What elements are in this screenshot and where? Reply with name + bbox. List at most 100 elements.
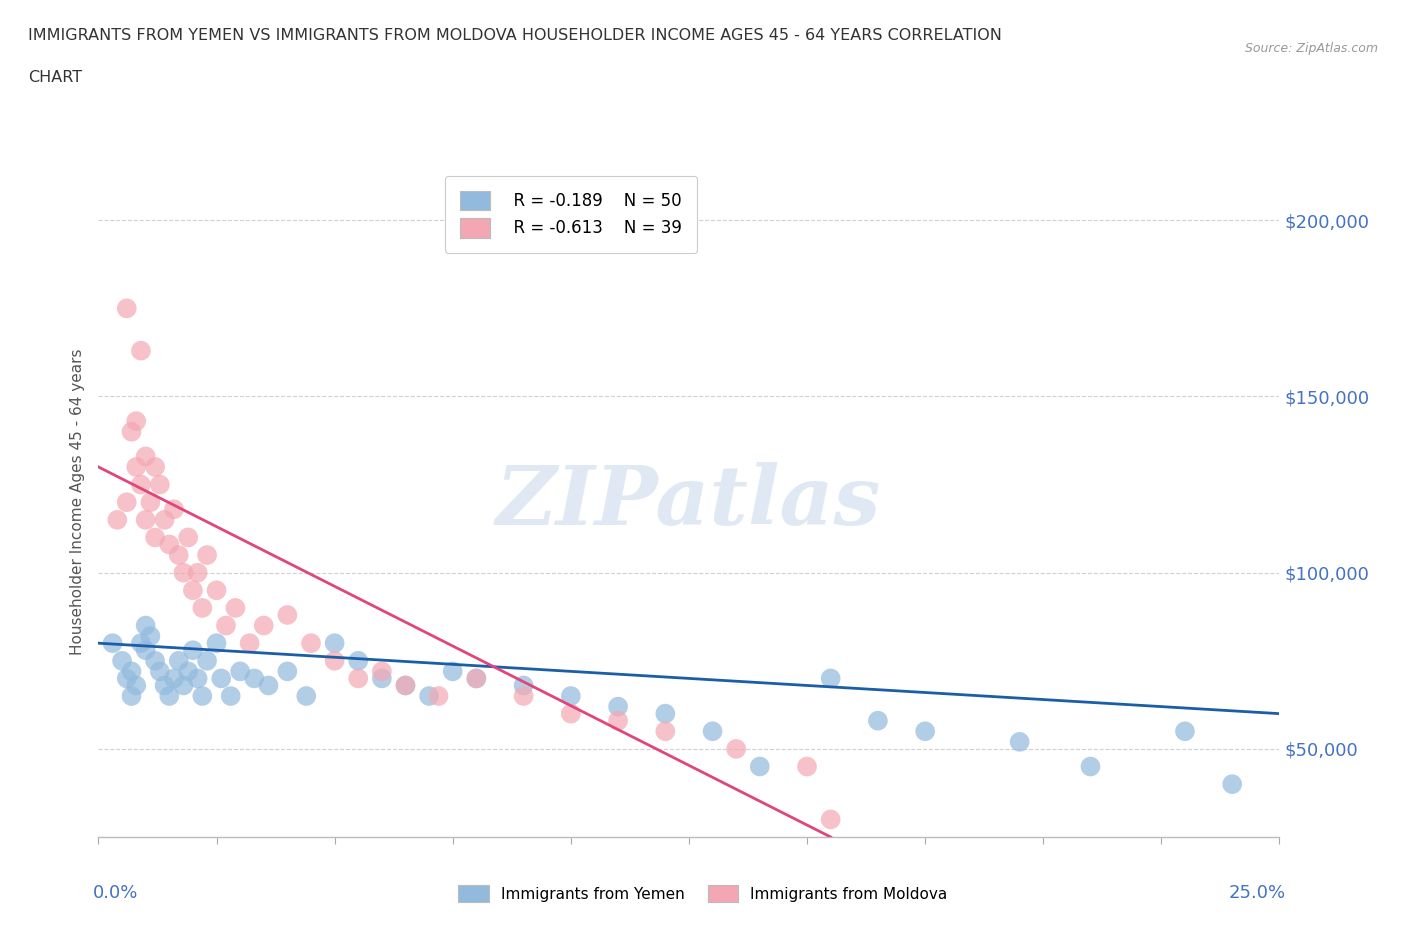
- Point: [725, 741, 748, 756]
- Point: [394, 678, 416, 693]
- Point: [607, 699, 630, 714]
- Point: [560, 688, 582, 703]
- Point: [187, 671, 209, 685]
- Point: [195, 548, 218, 563]
- Legend:   R = -0.189    N = 50,   R = -0.613    N = 39: R = -0.189 N = 50, R = -0.613 N = 39: [444, 176, 697, 253]
- Point: [181, 643, 204, 658]
- Point: [157, 537, 180, 551]
- Point: [748, 759, 770, 774]
- Point: [253, 618, 276, 633]
- Point: [177, 530, 200, 545]
- Point: [129, 343, 152, 358]
- Point: [121, 424, 143, 439]
- Point: [371, 671, 394, 685]
- Point: [866, 713, 889, 728]
- Point: [135, 643, 157, 658]
- Point: [125, 414, 148, 429]
- Point: [125, 678, 148, 693]
- Point: [143, 654, 166, 669]
- Point: [441, 664, 464, 679]
- Point: [115, 495, 138, 510]
- Point: [153, 678, 176, 693]
- Point: [125, 459, 148, 474]
- Point: [219, 688, 242, 703]
- Point: [323, 654, 346, 669]
- Point: [101, 636, 124, 651]
- Point: [191, 601, 214, 616]
- Point: [276, 607, 298, 622]
- Point: [465, 671, 488, 685]
- Text: CHART: CHART: [28, 70, 82, 85]
- Point: [702, 724, 724, 738]
- Legend: Immigrants from Yemen, Immigrants from Moldova: Immigrants from Yemen, Immigrants from M…: [453, 879, 953, 909]
- Point: [215, 618, 238, 633]
- Point: [139, 495, 162, 510]
- Point: [135, 618, 157, 633]
- Point: [607, 713, 630, 728]
- Point: [153, 512, 176, 527]
- Point: [654, 706, 676, 721]
- Point: [205, 583, 228, 598]
- Point: [257, 678, 280, 693]
- Point: [394, 678, 416, 693]
- Point: [115, 301, 138, 316]
- Point: [820, 812, 842, 827]
- Point: [512, 688, 534, 703]
- Y-axis label: Householder Income Ages 45 - 64 years: Householder Income Ages 45 - 64 years: [69, 349, 84, 656]
- Point: [239, 636, 262, 651]
- Point: [1220, 777, 1243, 791]
- Point: [205, 636, 228, 651]
- Point: [105, 512, 128, 527]
- Point: [191, 688, 214, 703]
- Point: [129, 636, 152, 651]
- Point: [371, 664, 394, 679]
- Point: [229, 664, 252, 679]
- Point: [1174, 724, 1197, 738]
- Point: [149, 664, 172, 679]
- Point: [299, 636, 322, 651]
- Point: [172, 678, 194, 693]
- Point: [224, 601, 246, 616]
- Point: [181, 583, 204, 598]
- Point: [135, 449, 157, 464]
- Point: [465, 671, 488, 685]
- Point: [121, 664, 143, 679]
- Point: [149, 477, 172, 492]
- Point: [347, 654, 370, 669]
- Text: Source: ZipAtlas.com: Source: ZipAtlas.com: [1244, 42, 1378, 55]
- Point: [157, 688, 180, 703]
- Text: 0.0%: 0.0%: [93, 884, 138, 902]
- Point: [139, 629, 162, 644]
- Point: [172, 565, 194, 580]
- Point: [111, 654, 134, 669]
- Point: [167, 654, 190, 669]
- Point: [820, 671, 842, 685]
- Point: [187, 565, 209, 580]
- Point: [143, 459, 166, 474]
- Point: [177, 664, 200, 679]
- Text: 25.0%: 25.0%: [1229, 884, 1285, 902]
- Point: [115, 671, 138, 685]
- Text: ZIPatlas: ZIPatlas: [496, 462, 882, 542]
- Point: [295, 688, 318, 703]
- Text: IMMIGRANTS FROM YEMEN VS IMMIGRANTS FROM MOLDOVA HOUSEHOLDER INCOME AGES 45 - 64: IMMIGRANTS FROM YEMEN VS IMMIGRANTS FROM…: [28, 28, 1002, 43]
- Point: [143, 530, 166, 545]
- Point: [1080, 759, 1102, 774]
- Point: [1008, 735, 1031, 750]
- Point: [654, 724, 676, 738]
- Point: [512, 678, 534, 693]
- Point: [209, 671, 232, 685]
- Point: [796, 759, 818, 774]
- Point: [323, 636, 346, 651]
- Point: [163, 671, 186, 685]
- Point: [427, 688, 450, 703]
- Point: [914, 724, 936, 738]
- Point: [560, 706, 582, 721]
- Point: [121, 688, 143, 703]
- Point: [167, 548, 190, 563]
- Point: [418, 688, 440, 703]
- Point: [135, 512, 157, 527]
- Point: [195, 654, 218, 669]
- Point: [243, 671, 266, 685]
- Point: [276, 664, 298, 679]
